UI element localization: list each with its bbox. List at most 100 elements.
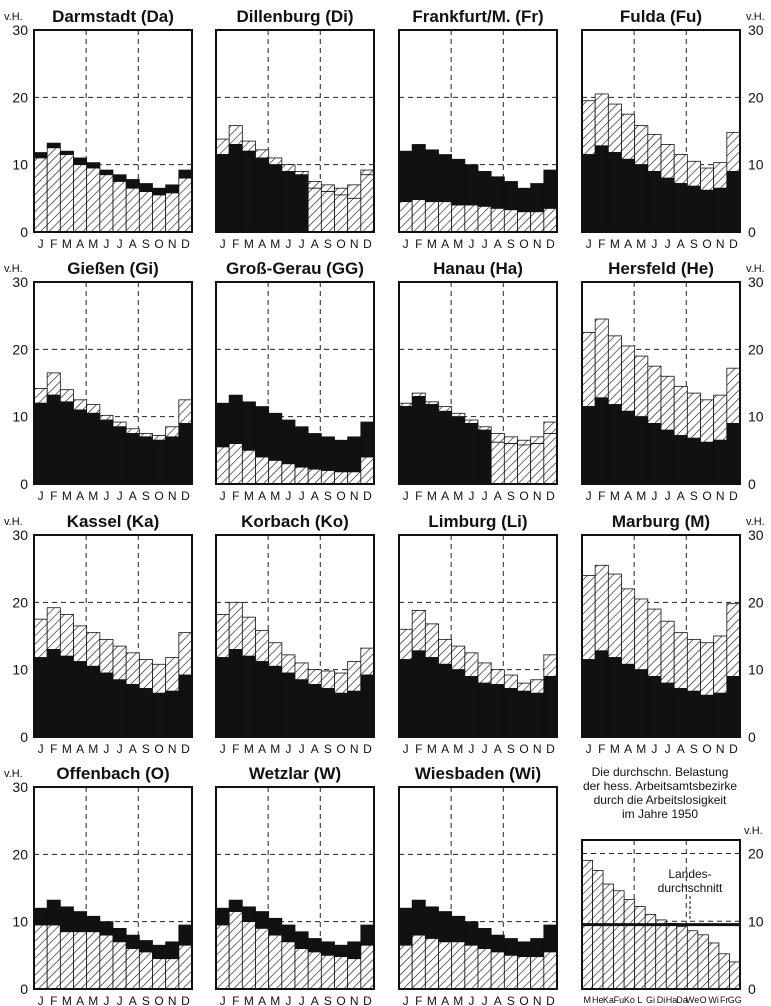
bar-upper-segment — [46, 372, 61, 396]
bar-lower-segment — [46, 147, 61, 233]
month-tick-label: M — [62, 994, 72, 1006]
bar-upper-dark — [491, 935, 505, 952]
bar-upper-dark — [60, 151, 74, 155]
bar-upper-segment — [59, 614, 74, 657]
bar-lower-segment — [490, 441, 505, 485]
bar-lower-segment — [411, 934, 426, 990]
bar-upper-segment — [490, 669, 505, 685]
panel-frame — [398, 786, 558, 990]
bar-lower-segment — [477, 682, 492, 738]
summary-bar — [665, 922, 678, 990]
bar-lower-segment — [411, 396, 426, 485]
unit-label-left: v.H. — [4, 768, 23, 780]
bar-upper-dark — [347, 941, 361, 959]
month-tick-label: O — [154, 742, 163, 756]
bar-lower-segment — [530, 211, 545, 233]
bar-upper-segment — [268, 642, 283, 667]
bar-upper-segment — [320, 670, 335, 689]
bar-upper-dark — [268, 918, 282, 936]
bar-upper-dark — [360, 925, 374, 946]
bar-lower-segment — [320, 470, 335, 485]
y-tick-label-right: 10 — [748, 662, 764, 678]
bar-upper-segment — [347, 184, 362, 199]
bar-lower-segment — [621, 663, 636, 738]
bar-lower-segment — [686, 185, 701, 233]
month-tick-label: F — [598, 742, 605, 756]
month-tick-label: M — [453, 237, 463, 251]
month-tick-label: J — [468, 237, 474, 251]
bar-upper-segment — [33, 618, 48, 658]
bar-lower-segment — [125, 948, 140, 990]
bar-upper-segment — [241, 140, 256, 152]
bar-upper-dark — [113, 174, 127, 182]
unit-label-right: v.H. — [746, 11, 765, 23]
bar-lower-segment — [634, 669, 649, 738]
bar-upper-dark — [126, 179, 140, 189]
bar-upper-segment — [607, 335, 622, 405]
bar-upper-segment — [700, 399, 715, 443]
month-tick-label: A — [311, 742, 319, 756]
month-tick-label: J — [299, 489, 305, 503]
bar-upper-segment — [281, 164, 296, 172]
month-tick-label: D — [729, 489, 738, 503]
month-tick-label: A — [258, 994, 266, 1006]
bar-lower-segment — [490, 951, 505, 990]
month-tick-label: A — [76, 489, 84, 503]
bar-upper-segment — [307, 669, 322, 685]
month-tick-label: J — [285, 489, 291, 503]
month-tick-label: S — [324, 237, 332, 251]
month-tick-label: A — [441, 489, 449, 503]
bar-lower-segment — [490, 208, 505, 233]
bar-lower-segment — [464, 204, 479, 233]
panel: Dillenburg (Di)J F M A M J J A S O N D — [215, 7, 375, 251]
bar-upper-segment — [634, 125, 649, 166]
summary-category-label: GG — [728, 995, 742, 1005]
bar-lower-segment — [294, 466, 309, 485]
bar-lower-segment — [647, 422, 662, 485]
panels-layer: Darmstadt (Da)J F M A M J J A S O N Dv.H.0102030Dil… — [4, 7, 765, 1006]
bar-upper-dark — [360, 422, 374, 458]
bar-lower-segment — [86, 412, 101, 485]
month-tick-label: J — [651, 742, 657, 756]
unit-label-right: v.H. — [746, 516, 765, 528]
bar-upper-dark — [86, 162, 100, 169]
month-tick-label: J — [117, 742, 123, 756]
bar-upper-segment — [530, 679, 545, 694]
month-tick-label: F — [232, 994, 239, 1006]
bar-upper-segment — [464, 419, 479, 424]
bar-upper-segment — [451, 412, 466, 418]
bar-upper-segment — [99, 638, 114, 674]
bar-lower-segment — [255, 456, 270, 485]
month-tick-label: D — [363, 237, 372, 251]
bar-upper-segment — [112, 645, 127, 681]
month-tick-label: O — [154, 489, 163, 503]
bar-lower-segment — [152, 692, 167, 738]
bar-lower-segment — [503, 209, 518, 233]
month-tick-label: M — [62, 489, 72, 503]
bar-upper-segment — [255, 149, 270, 159]
bar-upper-dark — [412, 144, 426, 200]
month-tick-label: M — [427, 742, 437, 756]
month-tick-label: J — [38, 489, 44, 503]
y-tick-label-right: 30 — [748, 274, 764, 290]
month-tick-label: J — [285, 994, 291, 1006]
bar-lower-segment — [713, 187, 728, 233]
month-tick-label: M — [88, 742, 98, 756]
month-tick-label: A — [494, 994, 502, 1006]
bar-lower-segment — [228, 649, 243, 738]
month-tick-label: J — [299, 237, 305, 251]
bar-lower-segment — [125, 684, 140, 738]
bar-lower-segment — [281, 170, 296, 233]
bar-upper-dark — [464, 164, 478, 206]
bar-lower-segment — [660, 682, 675, 738]
panel-title: Groß-Gerau (GG) — [226, 259, 364, 278]
y-tick-label-left: 0 — [20, 729, 28, 745]
panel: Groß-Gerau (GG)J F M A M J J A S O N D — [215, 259, 375, 503]
month-tick-label: D — [729, 742, 738, 756]
bar-lower-segment — [152, 958, 167, 990]
bar-lower-segment — [581, 154, 596, 233]
bar-lower-segment — [228, 443, 243, 485]
bar-lower-segment — [360, 174, 375, 233]
